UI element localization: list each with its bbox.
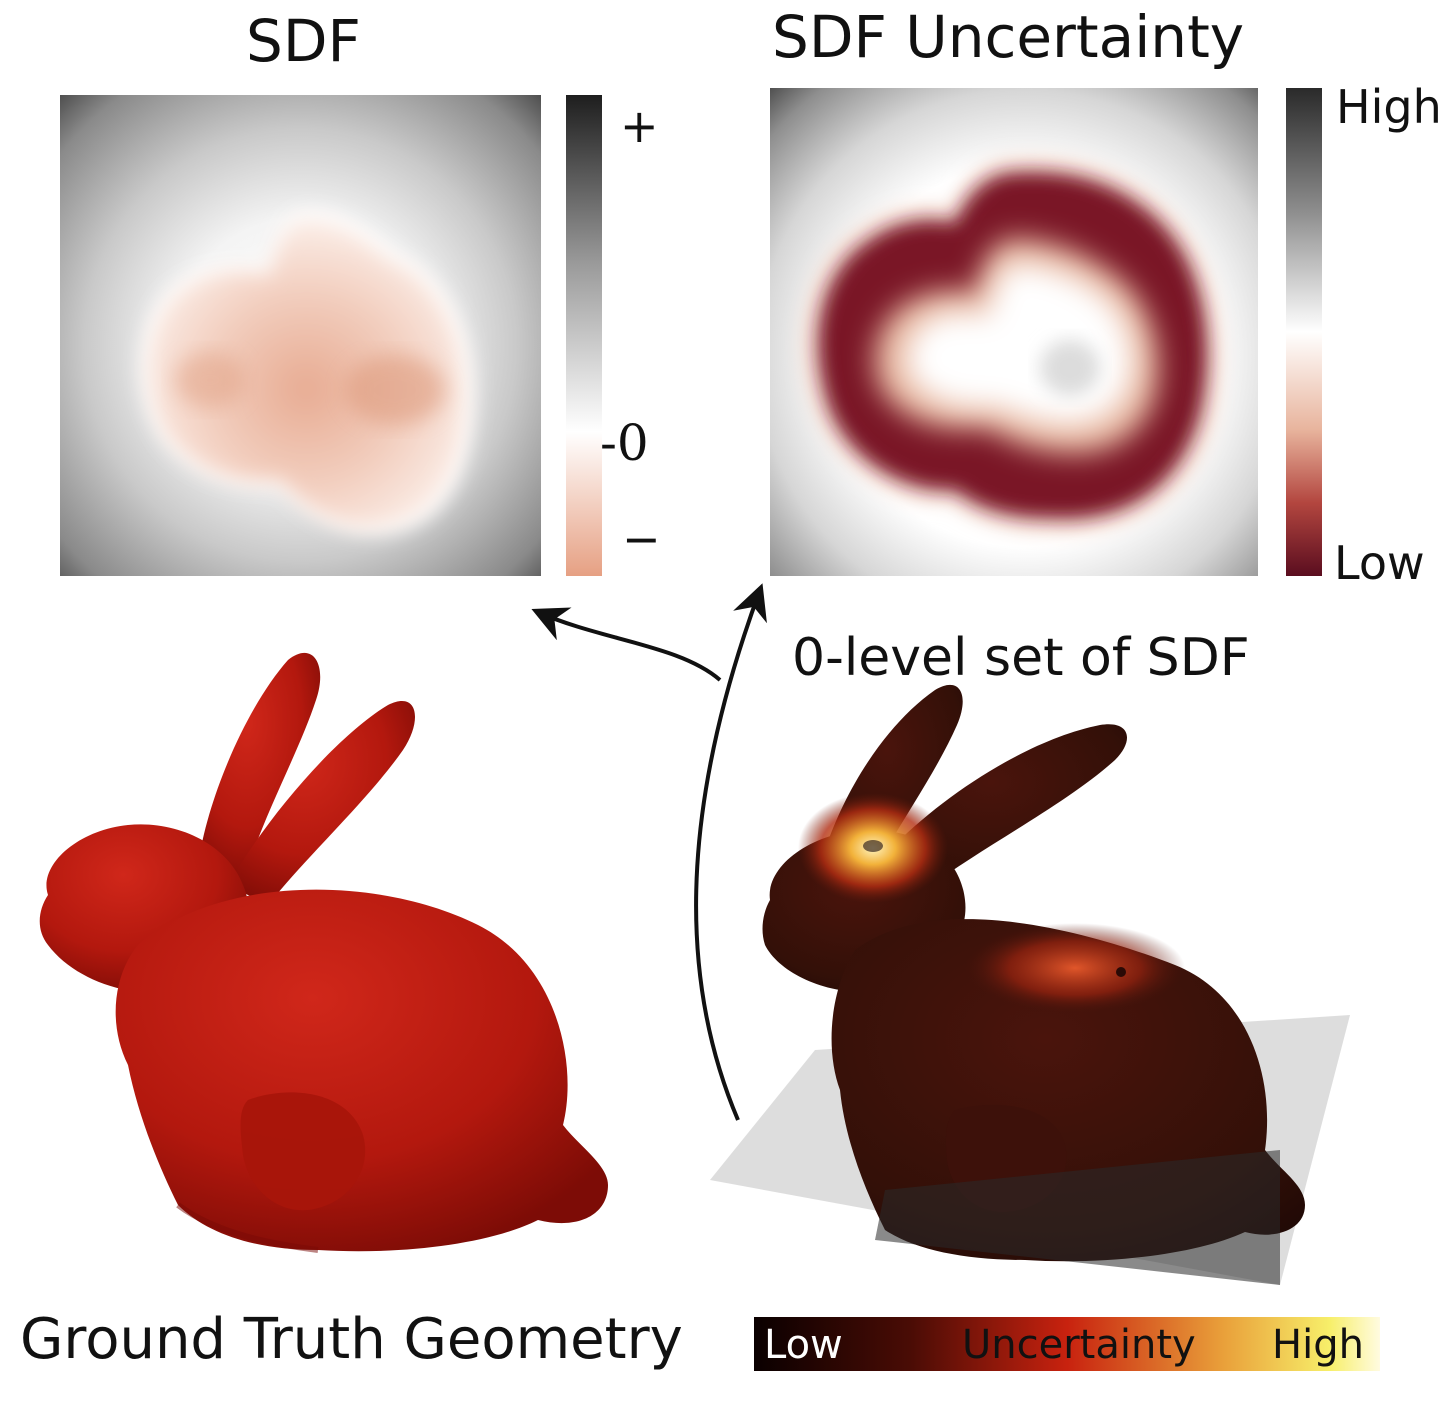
uncertainty-title: SDF Uncertainty [772,3,1245,71]
ground-truth-bunny [39,652,608,1253]
sdf-colorbar-plus: + [620,99,659,153]
sdf-colorbar [566,95,602,576]
gt-back-ear [198,652,321,885]
bottom-colorbar-uncertainty: Uncertainty [962,1322,1196,1368]
sdf-title: SDF [246,7,361,75]
gt-paw [240,1092,366,1211]
sdf-colorbar-zero: -0 [600,414,649,472]
bottom-colorbar-low: Low [764,1322,843,1368]
level-set-bunny [710,684,1350,1285]
arrow-to-uncertainty [694,583,767,1121]
level-set-title: 0-level set of SDF [792,628,1250,688]
arrows [531,583,767,1121]
gt-front-ear [228,701,415,905]
uncertainty-hotspot-back [965,923,1185,1013]
bottom-uncertainty-colorbar [754,1317,1380,1371]
sdf-colorbar-minus: − [622,512,661,566]
uncertainty-heatmap [770,88,1258,576]
uncertainty-colorbar-low: Low [1334,536,1425,590]
uncertainty-colorbar-high: High [1336,80,1442,134]
bottom-colorbar-high: High [1272,1322,1364,1368]
uncertainty-colorbar [1286,88,1322,576]
arrow-to-sdf [531,607,722,682]
sdf-heatmap [60,95,541,576]
gt-body [115,889,608,1252]
ground-truth-caption: Ground Truth Geometry [20,1307,683,1372]
